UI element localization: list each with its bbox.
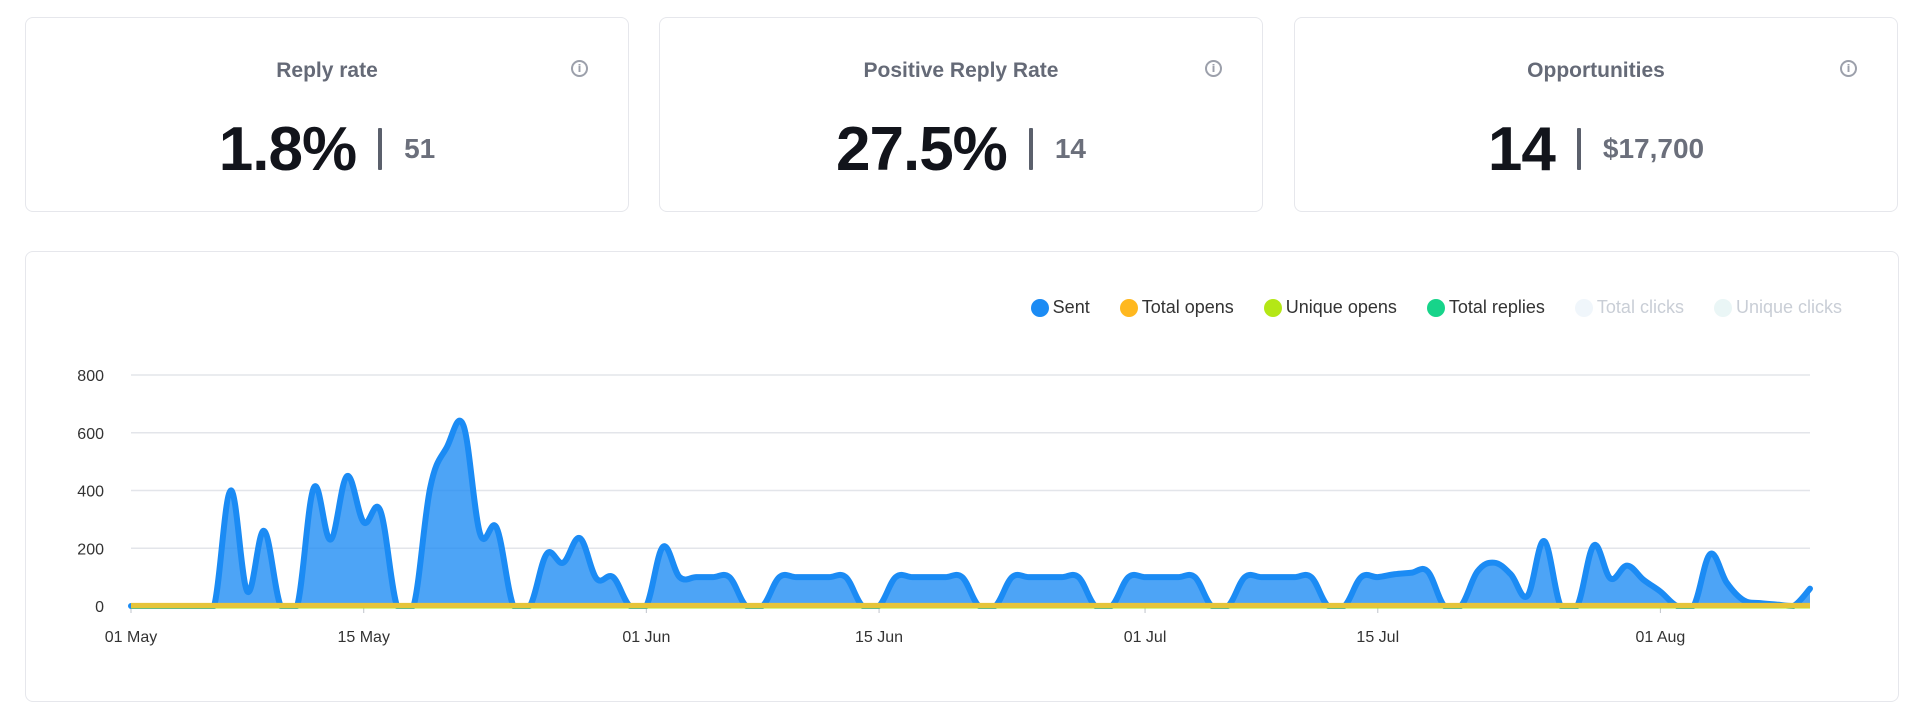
card-title: Reply rate xyxy=(276,59,378,82)
x-tick-label: 15 Jul xyxy=(1356,629,1399,646)
legend-label: Total clicks xyxy=(1596,297,1684,317)
x-tick-label: 15 Jun xyxy=(855,629,903,646)
legend-item-total-replies[interactable]: Total replies xyxy=(1426,297,1545,318)
legend-item-unique-opens[interactable]: Unique opens xyxy=(1263,297,1397,318)
legend-dot xyxy=(1119,298,1138,317)
divider xyxy=(1028,128,1033,170)
legend-item-total-opens[interactable]: Total opens xyxy=(1119,297,1234,318)
opportunities-card: Opportunities i 14 $17,700 xyxy=(1294,17,1898,212)
legend-dot xyxy=(1426,298,1445,317)
divider xyxy=(1576,128,1581,170)
chart-legend: Sent Total opens Unique opens Total repl… xyxy=(1030,297,1842,318)
info-icon[interactable]: i xyxy=(1840,60,1857,77)
legend-dot xyxy=(1030,298,1049,317)
card-secondary-value: $17,700 xyxy=(1602,133,1705,164)
card-title: Positive Reply Rate xyxy=(863,59,1059,82)
positive-reply-rate-card: Positive Reply Rate i 27.5% 14 xyxy=(659,17,1263,212)
info-icon[interactable]: i xyxy=(571,60,588,77)
card-title: Opportunities xyxy=(1527,59,1665,82)
legend-label: Unique clicks xyxy=(1735,297,1842,317)
y-tick-label: 200 xyxy=(77,541,104,558)
legend-label: Sent xyxy=(1052,297,1090,317)
legend-item-total-clicks[interactable]: Total clicks xyxy=(1574,297,1684,318)
legend-dot xyxy=(1574,298,1593,317)
divider xyxy=(378,128,383,170)
y-tick-label: 600 xyxy=(77,426,104,443)
card-value: 27.5% xyxy=(836,114,1008,184)
chart-card xyxy=(25,251,1899,702)
legend-dot xyxy=(1263,298,1282,317)
legend-item-sent[interactable]: Sent xyxy=(1030,297,1090,318)
card-secondary-value: 51 xyxy=(404,133,436,164)
reply-rate-card: Reply rate i 1.8% 51 xyxy=(25,17,629,212)
y-tick-label: 800 xyxy=(77,368,104,385)
sent-line xyxy=(128,417,1813,609)
legend-label: Unique opens xyxy=(1285,297,1397,317)
x-tick-label: 15 May xyxy=(337,629,389,646)
card-metric: 14 $17,700 xyxy=(1295,114,1897,184)
x-tick-label: 01 Jun xyxy=(622,629,670,646)
card-metric: 1.8% 51 xyxy=(26,114,628,184)
sent-area xyxy=(131,420,1810,606)
y-tick-label: 400 xyxy=(77,484,104,501)
legend-item-unique-clicks[interactable]: Unique clicks xyxy=(1713,297,1842,318)
info-icon[interactable]: i xyxy=(1205,60,1222,77)
card-value: 14 xyxy=(1487,114,1556,184)
legend-label: Total opens xyxy=(1141,297,1234,317)
card-metric: 27.5% 14 xyxy=(660,114,1262,184)
x-tick-label: 01 Aug xyxy=(1635,629,1685,646)
legend-label: Total replies xyxy=(1448,297,1545,317)
card-value: 1.8% xyxy=(218,114,357,184)
y-tick-label: 0 xyxy=(95,599,104,616)
legend-dot xyxy=(1713,298,1732,317)
x-tick-label: 01 May xyxy=(105,629,157,646)
card-secondary-value: 14 xyxy=(1054,133,1086,164)
x-tick-label: 01 Jul xyxy=(1124,629,1167,646)
